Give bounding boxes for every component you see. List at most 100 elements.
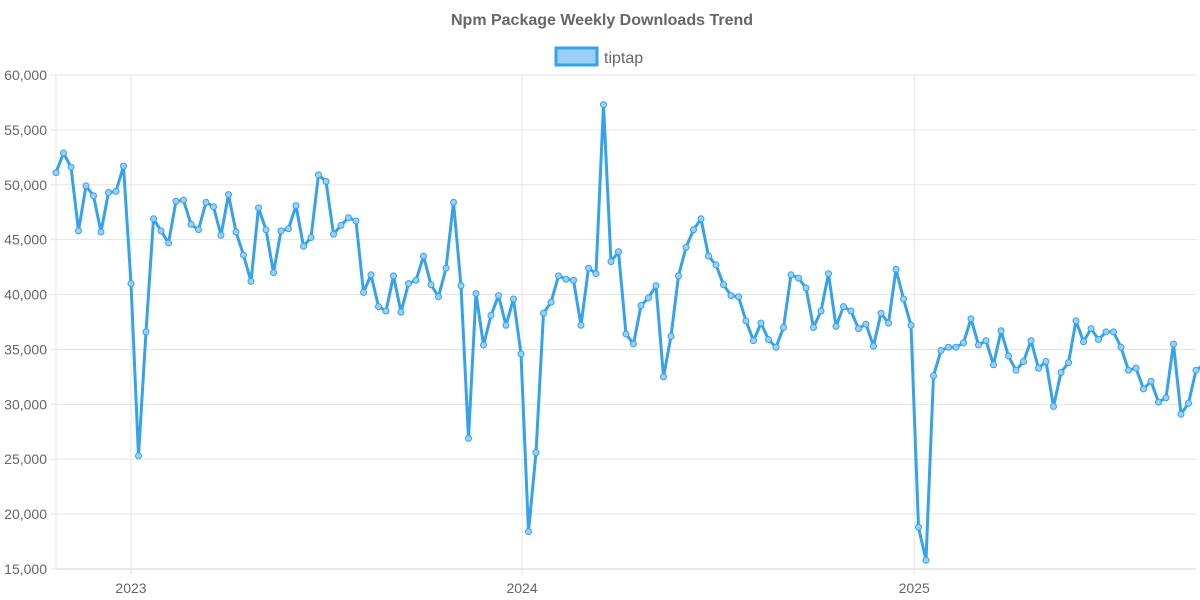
data-point[interactable]	[540, 309, 547, 317]
data-point[interactable]	[142, 328, 150, 336]
data-point[interactable]	[735, 293, 742, 301]
data-point[interactable]	[90, 192, 97, 200]
data-point[interactable]	[1110, 328, 1117, 336]
data-point[interactable]	[150, 215, 157, 223]
data-point[interactable]	[990, 361, 997, 369]
data-point[interactable]	[982, 337, 990, 345]
data-point[interactable]	[472, 289, 480, 297]
data-point[interactable]	[1155, 398, 1162, 406]
data-point[interactable]	[682, 243, 690, 251]
data-point[interactable]	[960, 339, 967, 347]
data-point[interactable]	[1050, 403, 1057, 411]
data-point[interactable]	[697, 215, 705, 223]
data-point[interactable]	[180, 196, 187, 204]
data-point[interactable]	[1057, 369, 1065, 376]
data-point[interactable]	[285, 225, 292, 233]
data-point[interactable]	[1005, 352, 1012, 360]
data-point[interactable]	[450, 198, 457, 206]
data-point[interactable]	[532, 449, 540, 457]
data-point[interactable]	[427, 281, 435, 289]
data-point[interactable]	[495, 292, 502, 300]
data-point[interactable]	[795, 274, 802, 282]
data-point[interactable]	[720, 281, 727, 289]
data-point[interactable]	[1065, 359, 1072, 367]
data-point[interactable]	[225, 191, 232, 199]
data-point[interactable]	[82, 182, 90, 190]
data-point[interactable]	[217, 231, 225, 239]
data-point[interactable]	[120, 162, 127, 170]
data-point[interactable]	[630, 340, 637, 348]
data-point[interactable]	[262, 226, 270, 234]
data-point[interactable]	[870, 342, 877, 350]
data-point[interactable]	[615, 248, 622, 256]
data-point[interactable]	[607, 258, 615, 266]
data-point[interactable]	[592, 270, 600, 278]
data-point[interactable]	[300, 242, 307, 250]
data-point[interactable]	[1095, 336, 1102, 344]
data-point[interactable]	[1035, 364, 1042, 372]
data-point[interactable]	[952, 343, 960, 351]
data-point[interactable]	[307, 233, 315, 241]
data-point[interactable]	[135, 452, 142, 460]
data-point[interactable]	[570, 276, 577, 284]
data-point[interactable]	[577, 321, 585, 329]
data-point[interactable]	[405, 280, 412, 288]
data-point[interactable]	[780, 323, 787, 331]
data-point[interactable]	[832, 322, 840, 330]
data-point[interactable]	[1132, 364, 1140, 372]
data-point[interactable]	[397, 308, 405, 316]
data-point[interactable]	[555, 272, 562, 280]
data-point[interactable]	[1125, 366, 1132, 374]
data-point[interactable]	[277, 227, 285, 235]
data-point[interactable]	[1185, 399, 1192, 407]
data-point[interactable]	[435, 293, 442, 301]
data-point[interactable]	[367, 271, 375, 279]
data-point[interactable]	[187, 220, 195, 228]
data-point[interactable]	[667, 332, 675, 340]
data-point[interactable]	[157, 227, 165, 235]
data-point[interactable]	[885, 319, 892, 327]
data-point[interactable]	[517, 350, 525, 358]
data-point[interactable]	[757, 319, 765, 327]
data-point[interactable]	[390, 272, 397, 280]
data-point[interactable]	[1012, 366, 1020, 374]
data-point[interactable]	[105, 188, 112, 196]
data-point[interactable]	[772, 343, 780, 351]
data-point[interactable]	[802, 284, 810, 292]
data-point[interactable]	[997, 327, 1005, 335]
data-point[interactable]	[60, 149, 67, 157]
data-point[interactable]	[1147, 377, 1155, 385]
data-point[interactable]	[240, 251, 247, 259]
data-point[interactable]	[645, 294, 652, 302]
data-point[interactable]	[112, 187, 120, 195]
data-point[interactable]	[930, 372, 937, 380]
data-point[interactable]	[232, 228, 240, 236]
data-point[interactable]	[1102, 328, 1110, 336]
data-point[interactable]	[705, 252, 712, 260]
data-point[interactable]	[195, 226, 202, 234]
data-point[interactable]	[337, 221, 345, 229]
data-point[interactable]	[937, 347, 945, 355]
data-point[interactable]	[810, 323, 817, 331]
data-point[interactable]	[127, 280, 135, 288]
data-point[interactable]	[1087, 325, 1095, 333]
data-point[interactable]	[375, 303, 382, 311]
data-point[interactable]	[622, 330, 630, 338]
data-point[interactable]	[1140, 385, 1147, 393]
legend[interactable]: tiptap	[554, 46, 643, 67]
data-point[interactable]	[945, 343, 952, 351]
data-point[interactable]	[1177, 410, 1185, 418]
data-point[interactable]	[525, 528, 532, 536]
data-point[interactable]	[1072, 317, 1080, 325]
data-point[interactable]	[675, 272, 682, 280]
data-point[interactable]	[787, 271, 795, 279]
data-point[interactable]	[487, 311, 495, 319]
data-point[interactable]	[765, 336, 772, 344]
data-point[interactable]	[270, 269, 277, 277]
data-point[interactable]	[75, 227, 82, 235]
data-point[interactable]	[465, 434, 472, 442]
data-point[interactable]	[750, 337, 757, 345]
data-point[interactable]	[165, 239, 172, 247]
data-point[interactable]	[1020, 358, 1027, 366]
data-point[interactable]	[562, 275, 570, 283]
